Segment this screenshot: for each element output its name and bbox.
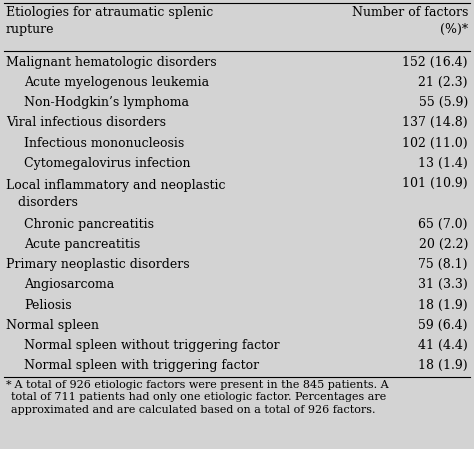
Text: Malignant hematologic disorders: Malignant hematologic disorders bbox=[6, 56, 217, 69]
Text: 75 (8.1): 75 (8.1) bbox=[419, 258, 468, 271]
Text: Viral infectious disorders: Viral infectious disorders bbox=[6, 116, 166, 129]
Text: Non-Hodgkin’s lymphoma: Non-Hodgkin’s lymphoma bbox=[24, 96, 189, 109]
Text: Angiosarcoma: Angiosarcoma bbox=[24, 278, 114, 291]
Text: Local inflammatory and neoplastic
   disorders: Local inflammatory and neoplastic disord… bbox=[6, 179, 226, 208]
Text: Normal spleen without triggering factor: Normal spleen without triggering factor bbox=[24, 339, 280, 352]
Text: 65 (7.0): 65 (7.0) bbox=[419, 218, 468, 231]
Text: Infectious mononucleosis: Infectious mononucleosis bbox=[24, 136, 184, 150]
Text: Acute myelogenous leukemia: Acute myelogenous leukemia bbox=[24, 76, 209, 89]
Text: 18 (1.9): 18 (1.9) bbox=[419, 299, 468, 312]
Text: 18 (1.9): 18 (1.9) bbox=[419, 359, 468, 372]
Text: 101 (10.9): 101 (10.9) bbox=[402, 177, 468, 190]
Text: 13 (1.4): 13 (1.4) bbox=[418, 157, 468, 170]
Text: 20 (2.2): 20 (2.2) bbox=[419, 238, 468, 251]
Text: Primary neoplastic disorders: Primary neoplastic disorders bbox=[6, 258, 190, 271]
Text: Peliosis: Peliosis bbox=[24, 299, 72, 312]
Text: 137 (14.8): 137 (14.8) bbox=[402, 116, 468, 129]
Text: Chronic pancreatitis: Chronic pancreatitis bbox=[24, 218, 154, 231]
Text: A total of 926 etiologic factors were present in the 845 patients. A
total of 71: A total of 926 etiologic factors were pr… bbox=[11, 380, 389, 415]
Text: Etiologies for atraumatic splenic
rupture: Etiologies for atraumatic splenic ruptur… bbox=[6, 6, 213, 36]
Text: 59 (6.4): 59 (6.4) bbox=[419, 319, 468, 332]
Text: 41 (4.4): 41 (4.4) bbox=[418, 339, 468, 352]
Text: 21 (2.3): 21 (2.3) bbox=[419, 76, 468, 89]
Text: Cytomegalovirus infection: Cytomegalovirus infection bbox=[24, 157, 191, 170]
Text: 102 (11.0): 102 (11.0) bbox=[402, 136, 468, 150]
Text: Number of factors
(%)*: Number of factors (%)* bbox=[352, 6, 468, 36]
Text: *: * bbox=[6, 380, 12, 390]
Text: Normal spleen with triggering factor: Normal spleen with triggering factor bbox=[24, 359, 259, 372]
Text: Normal spleen: Normal spleen bbox=[6, 319, 99, 332]
Text: 152 (16.4): 152 (16.4) bbox=[402, 56, 468, 69]
Text: 55 (5.9): 55 (5.9) bbox=[419, 96, 468, 109]
Text: 31 (3.3): 31 (3.3) bbox=[418, 278, 468, 291]
Text: Acute pancreatitis: Acute pancreatitis bbox=[24, 238, 140, 251]
